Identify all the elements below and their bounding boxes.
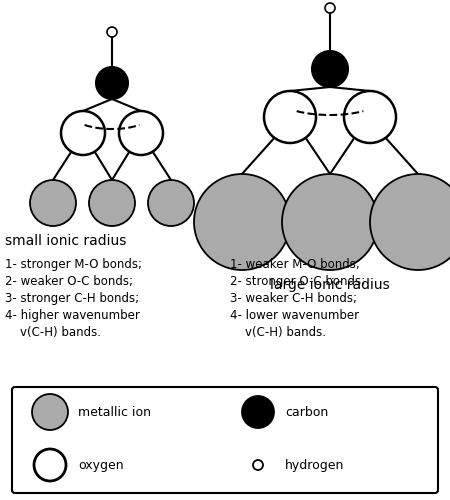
Text: large ionic radius: large ionic radius (270, 278, 390, 292)
Text: metallic ion: metallic ion (78, 406, 151, 418)
Circle shape (34, 449, 66, 481)
Text: hydrogen: hydrogen (285, 458, 344, 471)
Circle shape (61, 111, 105, 155)
Circle shape (282, 174, 378, 270)
Circle shape (312, 51, 348, 87)
Circle shape (194, 174, 290, 270)
Circle shape (119, 111, 163, 155)
Circle shape (89, 180, 135, 226)
Circle shape (30, 180, 76, 226)
Text: 1- stronger M-O bonds;
2- weaker O-C bonds;
3- stronger C-H bonds;
4- higher wav: 1- stronger M-O bonds; 2- weaker O-C bon… (5, 258, 142, 339)
Text: oxygen: oxygen (78, 458, 124, 471)
Circle shape (344, 91, 396, 143)
Circle shape (107, 27, 117, 37)
Text: small ionic radius: small ionic radius (5, 234, 126, 248)
Circle shape (32, 394, 68, 430)
FancyBboxPatch shape (12, 387, 438, 493)
Circle shape (242, 396, 274, 428)
Text: 1- weaker M-O bonds;
2- stronger O-C bonds;
3- weaker C-H bonds;
4- lower wavenu: 1- weaker M-O bonds; 2- stronger O-C bon… (230, 258, 365, 339)
Circle shape (148, 180, 194, 226)
Circle shape (325, 3, 335, 13)
Circle shape (370, 174, 450, 270)
Circle shape (264, 91, 316, 143)
Circle shape (253, 460, 263, 470)
Circle shape (96, 67, 128, 99)
Text: carbon: carbon (285, 406, 328, 418)
